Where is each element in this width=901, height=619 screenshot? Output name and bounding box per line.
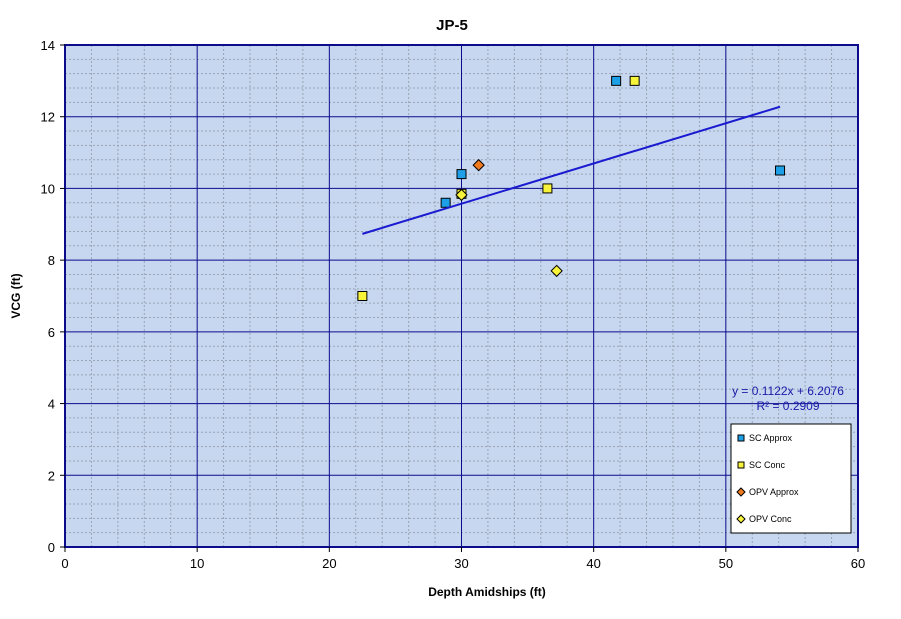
trendline-equation-label: y = 0.1122x + 6.2076 (732, 384, 844, 398)
legend-marker-sc-approx (737, 434, 745, 442)
x-tick-label: 30 (454, 556, 468, 571)
x-tick-label: 40 (586, 556, 600, 571)
y-tick-label: 6 (48, 325, 55, 340)
data-point-opv-conc (455, 188, 468, 202)
data-point-sc-approx (775, 165, 786, 176)
y-tick-label: 12 (41, 110, 55, 125)
legend-label-opv-approx: OPV Approx (749, 487, 799, 497)
data-marks (357, 75, 786, 301)
legend-marker-sc-conc (737, 461, 745, 469)
legend-marker-opv-approx (736, 487, 746, 497)
y-axis-title: VCG (ft) (9, 273, 23, 318)
trendline-r2-label: R² = 0.2909 (756, 399, 819, 413)
y-tick-label: 10 (41, 181, 55, 196)
y-tick-label: 2 (48, 468, 55, 483)
data-point-opv-approx (472, 158, 485, 172)
data-point-opv-conc (550, 264, 563, 278)
y-tick-label: 8 (48, 253, 55, 268)
legend: SC Approx SC Conc OPV Approx OPV Conc (730, 423, 852, 534)
data-point-sc-conc (542, 183, 553, 194)
trendline (362, 105, 781, 235)
x-tick-label: 20 (322, 556, 336, 571)
data-point-sc-approx (440, 197, 451, 208)
legend-label-opv-conc: OPV Conc (749, 514, 792, 524)
x-tick-label: 50 (719, 556, 733, 571)
legend-label-sc-conc: SC Conc (749, 460, 786, 470)
chart-title: JP-5 (436, 17, 468, 34)
y-tick-label: 4 (48, 397, 55, 412)
x-axis-title: Depth Amidships (ft) (428, 585, 546, 599)
y-tick-label: 14 (41, 38, 55, 53)
x-tick-label: 0 (61, 556, 68, 571)
data-point-sc-conc (629, 75, 640, 86)
legend-marker-opv-conc (736, 514, 746, 524)
legend-box (730, 423, 852, 534)
legend-label-sc-approx: SC Approx (749, 433, 793, 443)
y-tick-label: 0 (48, 540, 55, 555)
x-tick-label: 60 (851, 556, 865, 571)
data-point-sc-approx (611, 75, 622, 86)
x-tick-label: 10 (190, 556, 204, 571)
data-point-sc-conc (357, 291, 368, 301)
data-point-sc-approx (456, 169, 467, 180)
plot-area: 0 10 20 30 40 50 60 0 2 4 6 8 10 12 14 (41, 38, 866, 571)
trendline-group: y = 0.1122x + 6.2076 R² = 0.2909 (362, 105, 844, 413)
